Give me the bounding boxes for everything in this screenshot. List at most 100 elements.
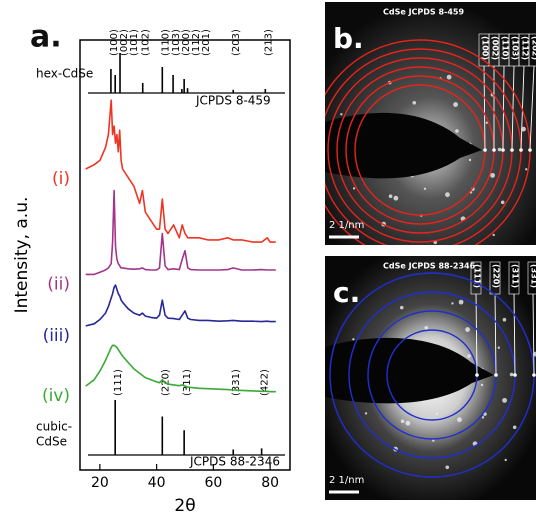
panel-title: CdSe JCPDS 88-2346 [383,262,476,271]
diffraction-spot [432,439,435,442]
ring-marker [483,148,487,152]
ring-label: (331) [530,264,536,288]
reference-card: JCPDS 8-459 [195,94,271,108]
reference-name: cubic- [36,420,72,434]
ring-label-box [527,261,536,295]
ring-label: (202) [531,36,536,60]
diffraction-spot [388,194,393,199]
diffraction-spot [445,465,450,470]
ring-marker [494,373,498,377]
diffraction-panel: (100) (002) (110) (103) (112) (202) CdSe JCPDS… [319,2,536,245]
diffraction-spot [423,187,427,190]
ring-marker [475,373,479,377]
diffraction-spot [405,420,411,426]
pattern-line [85,344,276,393]
diffraction-spot [364,412,368,415]
panel-title: CdSe JCPDS 8-459 [383,8,464,17]
diffraction-spot [393,195,399,201]
reference-peak-label: (201) [201,29,212,56]
reference-peak-label: (102) [141,29,152,56]
diffraction-spot [435,412,439,415]
ring-label-box [470,261,482,295]
reference-peak-label: (200) [181,29,192,56]
ring-marker [519,148,523,152]
reference-peak-label: (311) [182,369,193,396]
reference-name: hex-CdSe [36,67,93,81]
diffraction-spot [502,397,508,403]
ring-label: (002) [491,36,500,60]
reference-peak-label: (110) [160,29,171,56]
diffraction-spot [497,346,500,349]
ring-marker [501,148,505,152]
diffraction-spot [457,417,462,423]
diffraction-spot [467,354,471,358]
ring-leader [520,65,525,151]
panel-label: b. [333,22,364,55]
ring-label-box [508,261,520,295]
reference-peak-label: (103) [171,29,182,56]
panel-label: a. [30,20,62,55]
diffraction-spot [446,74,452,80]
ring-marker [492,148,496,152]
pattern-line [85,99,276,243]
diffraction-spot [319,162,324,167]
diffraction-spot [512,425,517,430]
ring-label: (100) [481,36,490,60]
diffraction-spot [340,113,343,116]
diffraction-spot [451,302,454,305]
ring-marker [510,148,514,152]
diffraction-spot [445,192,450,198]
diffraction-spot [468,158,472,162]
plot-frame [79,39,291,471]
ring-leader [475,293,478,376]
ring-leader [483,65,486,151]
reference-peak-label: (100) [109,29,120,56]
series-label: (iv) [42,386,70,406]
series-label: (i) [52,169,70,189]
diffraction-spot [465,327,470,332]
ring-leader [511,65,515,151]
diffraction-spot [490,172,496,178]
diffraction-spot [480,383,484,387]
scale-bar-label: 2 1/nm [329,220,364,231]
pattern-line [85,189,276,276]
x-tick-label: 80 [261,475,279,491]
ring-leader [532,293,535,376]
reference-peak-label: (331) [231,369,242,396]
reference-peak-label: (112) [191,29,202,56]
x-tick-label: 40 [148,475,166,491]
ring-label: (110) [501,36,510,60]
series-label: (ii) [47,274,70,294]
ring-leader [502,65,505,151]
diffraction-spot [455,129,459,133]
diffraction-spot [497,147,502,152]
diffraction-spot [481,416,485,419]
diffraction-spot [500,200,505,205]
reference-peak-label: (203) [231,29,242,56]
panel-label: c. [333,276,360,309]
beam-stopper [325,112,482,179]
diffraction-spot [492,233,495,237]
reference-peak-label: (111) [113,369,124,396]
ring-leader [529,65,535,151]
ring-leader [494,293,497,376]
diffraction-spot [399,305,404,310]
ring-label: (112) [521,36,530,60]
x-axis-label: 2θ [174,496,195,516]
ring-label: (311) [511,264,520,288]
reference-peak-label: (002) [119,29,130,56]
series-label: (iii) [43,326,70,346]
reference-peak-label: (101) [129,29,140,56]
diffraction-spot [424,325,429,330]
ring-leader [513,293,516,376]
diffraction-spot [458,299,464,305]
diffraction-spot [400,419,405,424]
beam-stopper [325,337,494,404]
diffraction-spot [485,121,488,124]
diffraction-spot [521,126,526,132]
y-axis-label: Intensity, a.u. [12,197,32,314]
x-tick-label: 20 [91,475,109,491]
diffraction-spot [525,168,528,171]
pattern-line [85,284,276,327]
diffraction-spot [352,187,356,190]
